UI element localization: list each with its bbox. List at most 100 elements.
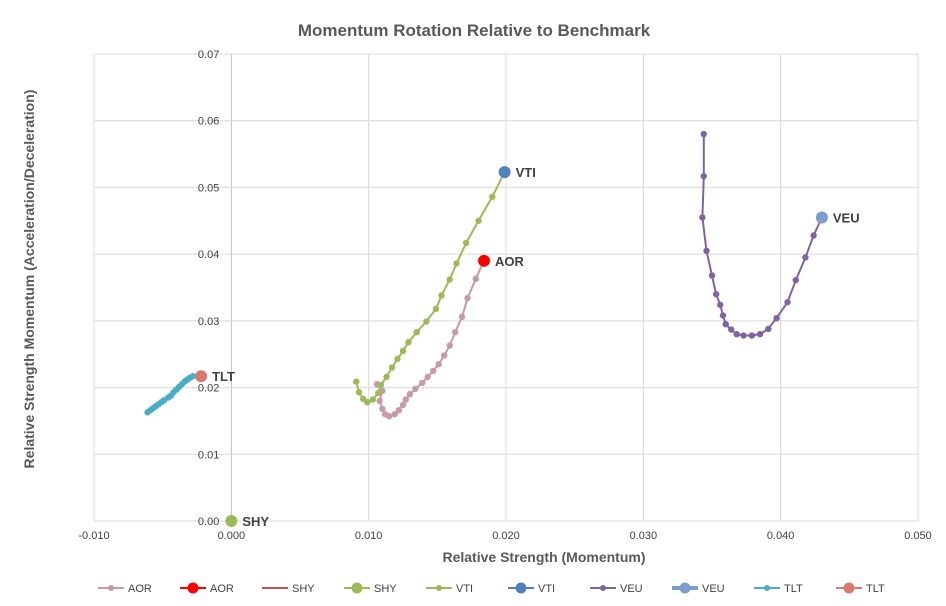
legend-marker bbox=[843, 582, 855, 594]
data-point bbox=[722, 320, 729, 328]
x-axis-title: Relative Strength (Momentum) bbox=[442, 549, 645, 565]
legend-marker bbox=[351, 582, 363, 594]
data-point bbox=[756, 331, 764, 338]
x-tick-label: 0.020 bbox=[492, 530, 520, 542]
legend-marker bbox=[764, 585, 770, 591]
legend-label: VEU bbox=[702, 583, 725, 595]
data-point bbox=[453, 260, 460, 267]
data-point bbox=[391, 411, 398, 418]
data-point bbox=[383, 373, 390, 381]
legend-entry: VEU bbox=[672, 582, 725, 595]
end-label-tlt: TLT bbox=[212, 369, 235, 384]
data-point bbox=[369, 396, 376, 403]
data-point bbox=[784, 298, 791, 306]
data-point bbox=[379, 405, 386, 413]
y-tick-label: 0.03 bbox=[198, 316, 219, 328]
x-tick-label: 0.010 bbox=[355, 530, 383, 542]
x-tick-label: 0.050 bbox=[904, 530, 932, 542]
legend-entry: VTI bbox=[508, 582, 555, 595]
data-point bbox=[423, 318, 430, 325]
data-point bbox=[489, 193, 496, 200]
data-point bbox=[430, 367, 437, 375]
data-point bbox=[419, 379, 426, 387]
series-aor-1 bbox=[478, 254, 491, 267]
end-label-vti: VTI bbox=[516, 165, 536, 180]
y-tick-labels: 0.00 0.01 0.02 0.03 0.04 0.05 0.06 0.07 bbox=[198, 49, 219, 528]
data-point bbox=[719, 312, 727, 319]
legend-entry: AOR bbox=[180, 582, 234, 595]
data-point bbox=[464, 294, 471, 302]
series-aor-0 bbox=[373, 257, 488, 420]
legend-label: SHY bbox=[374, 583, 397, 595]
legend-entry: SHY bbox=[344, 582, 397, 595]
x-tick-label: 0.000 bbox=[218, 530, 246, 542]
data-point bbox=[388, 364, 396, 371]
data-point bbox=[375, 389, 382, 397]
x-tick-label: -0.010 bbox=[78, 530, 109, 542]
legend-marker bbox=[679, 582, 691, 594]
series-tlt-9 bbox=[195, 370, 208, 383]
end-label-veu: VEU bbox=[833, 210, 860, 225]
data-point bbox=[740, 332, 747, 339]
data-point bbox=[364, 399, 371, 406]
end-label-shy: SHY bbox=[242, 514, 269, 529]
y-tick-label: 0.07 bbox=[198, 49, 219, 61]
legend-label: AOR bbox=[128, 583, 152, 595]
data-point bbox=[395, 407, 403, 414]
legend-marker bbox=[600, 585, 606, 591]
x-tick-label: 0.040 bbox=[767, 530, 795, 542]
y-tick-label: 0.04 bbox=[198, 249, 219, 261]
series-tlt-8 bbox=[144, 373, 197, 416]
endpoint-marker bbox=[498, 166, 511, 179]
data-point bbox=[432, 305, 440, 313]
data-point bbox=[728, 326, 735, 333]
legend-label: AOR bbox=[210, 583, 234, 595]
end-labels: TLT SHY VTI AOR VEU bbox=[212, 165, 859, 529]
data-point bbox=[472, 275, 479, 283]
data-point bbox=[700, 172, 707, 180]
data-point bbox=[458, 313, 466, 321]
data-point bbox=[446, 276, 453, 283]
legend-label: VTI bbox=[538, 583, 555, 595]
legend-label: TLT bbox=[866, 583, 885, 595]
data-point bbox=[703, 247, 710, 255]
data-point bbox=[748, 332, 756, 339]
data-point bbox=[700, 130, 707, 138]
data-point bbox=[355, 389, 363, 396]
legend-label: VEU bbox=[620, 583, 643, 595]
data-point bbox=[712, 290, 720, 298]
series-vti-4 bbox=[353, 168, 508, 406]
data-point bbox=[412, 385, 419, 393]
legend-marker bbox=[436, 585, 442, 591]
end-label-aor: AOR bbox=[495, 254, 525, 269]
series-shy-3 bbox=[225, 515, 238, 527]
legend-entry: VTI bbox=[426, 583, 473, 595]
legend-entry: TLT bbox=[836, 582, 885, 595]
endpoint-marker bbox=[478, 254, 491, 267]
legend-entry: VEU bbox=[590, 583, 643, 595]
data-point bbox=[435, 361, 442, 368]
data-point bbox=[699, 214, 706, 221]
data-point bbox=[399, 347, 407, 355]
data-point bbox=[189, 373, 197, 380]
data-point bbox=[441, 352, 448, 359]
chart-title: Momentum Rotation Relative to Benchmark bbox=[298, 21, 651, 40]
data-point bbox=[406, 391, 414, 398]
legend-marker bbox=[187, 582, 199, 594]
series-veu-6 bbox=[699, 130, 826, 339]
y-axis-title: Relative Strength Momentum (Acceleration… bbox=[21, 90, 37, 469]
data-point bbox=[402, 396, 409, 403]
y-tick-label: 0.02 bbox=[198, 383, 219, 395]
data-point bbox=[810, 232, 817, 239]
legend-entry: AOR bbox=[98, 583, 152, 595]
data-point bbox=[733, 331, 740, 338]
data-point bbox=[438, 292, 445, 299]
data-point bbox=[405, 339, 412, 346]
endpoint-marker bbox=[195, 370, 208, 383]
series-vti-5 bbox=[498, 166, 511, 179]
data-point bbox=[424, 373, 431, 381]
series-layer bbox=[144, 130, 828, 527]
data-point bbox=[773, 314, 780, 322]
data-point bbox=[792, 276, 799, 284]
legend-entry: SHY bbox=[262, 583, 315, 595]
